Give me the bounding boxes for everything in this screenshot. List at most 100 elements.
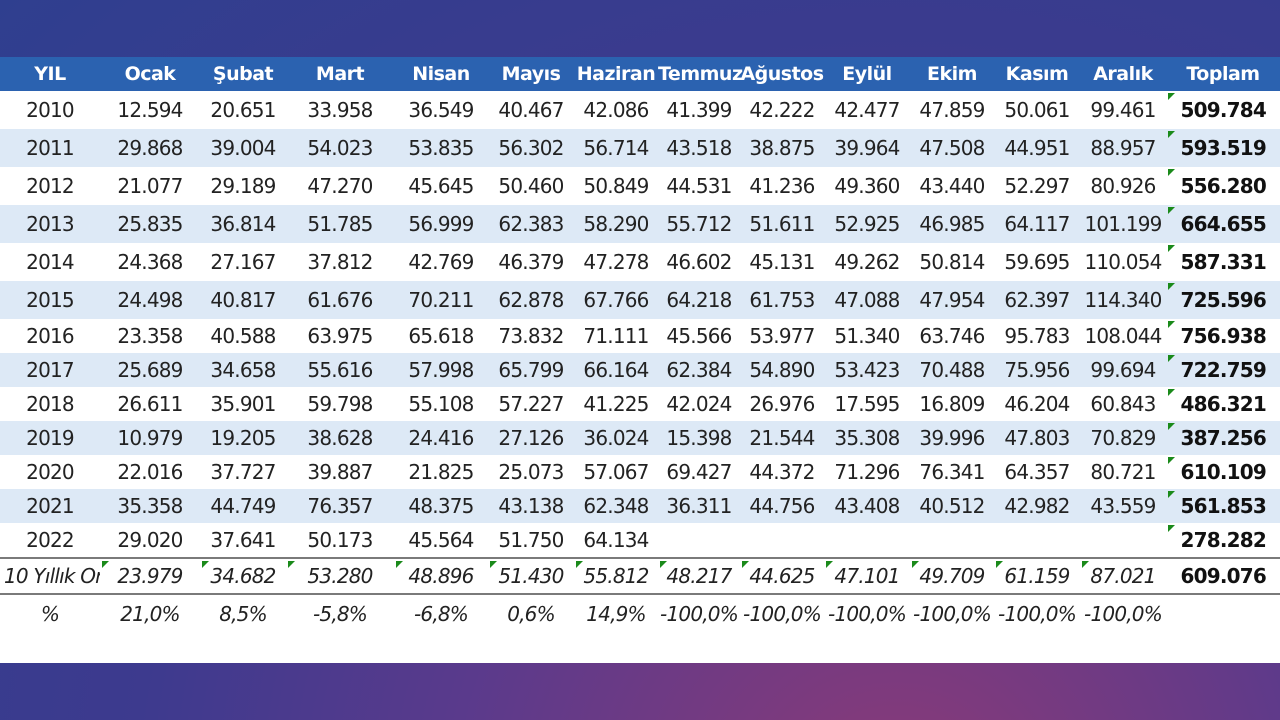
table-cell: 41.225: [574, 387, 658, 421]
table-cell: 110.054: [1080, 243, 1166, 281]
table-cell: 49.262: [824, 243, 910, 281]
table-cell: 49.709: [910, 557, 994, 595]
table-cell: 46.985: [910, 205, 994, 243]
table-cell: 55.616: [286, 353, 394, 387]
table-cell: 43.138: [488, 489, 574, 523]
table-cell: 42.477: [824, 91, 910, 129]
table-cell: 26.611: [100, 387, 200, 421]
table-cell: 587.331: [1166, 243, 1280, 281]
table-cell: 47.101: [824, 557, 910, 595]
header-row: YIL Ocak Şubat Mart Nisan Mayıs Haziran Temmuz A…: [0, 57, 1280, 91]
table-cell: 48.375: [394, 489, 488, 523]
column-header: Haziran: [574, 57, 658, 91]
table-cell: 40.512: [910, 489, 994, 523]
table-cell: 64.218: [658, 281, 740, 319]
table-cell: 47.270: [286, 167, 394, 205]
table-cell: -100,0%: [658, 594, 740, 633]
table-cell: 509.784: [1166, 91, 1280, 129]
table-cell: %: [0, 594, 100, 633]
table-cell: 17.595: [824, 387, 910, 421]
table-cell: 55.712: [658, 205, 740, 243]
table-cell: 593.519: [1166, 129, 1280, 167]
table-cell: 76.357: [286, 489, 394, 523]
table-cell: 35.358: [100, 489, 200, 523]
table-cell: 62.384: [658, 353, 740, 387]
table-cell: 51.750: [488, 523, 574, 558]
table-cell: [658, 523, 740, 558]
table-cell: 41.399: [658, 91, 740, 129]
monthly-table: YIL Ocak Şubat Mart Nisan Mayıs Haziran Temmuz A…: [0, 57, 1280, 633]
table-cell: 2014: [0, 243, 100, 281]
table-cell: 59.798: [286, 387, 394, 421]
table-cell: -6,8%: [394, 594, 488, 633]
table-cell: 21.825: [394, 455, 488, 489]
table-cell: 70.829: [1080, 421, 1166, 455]
table-cell: 2019: [0, 421, 100, 455]
table-cell: 2013: [0, 205, 100, 243]
table-cell: 52.297: [994, 167, 1080, 205]
table-cell: -100,0%: [994, 594, 1080, 633]
table-row: 2017 25.689 34.658 55.616 57.998 65.799 66.164…: [0, 353, 1280, 387]
table-cell: 664.655: [1166, 205, 1280, 243]
table-cell: 22.016: [100, 455, 200, 489]
table-cell: 57.998: [394, 353, 488, 387]
table-cell: 39.887: [286, 455, 394, 489]
table-cell: 35.308: [824, 421, 910, 455]
table-cell: 44.756: [740, 489, 824, 523]
table-cell: 62.383: [488, 205, 574, 243]
table-cell: 60.843: [1080, 387, 1166, 421]
table-cell: 23.358: [100, 319, 200, 353]
table-cell: 41.236: [740, 167, 824, 205]
table-cell: 62.397: [994, 281, 1080, 319]
table-cell: 2010: [0, 91, 100, 129]
table-row: 2021 35.358 44.749 76.357 48.375 43.138 62.348…: [0, 489, 1280, 523]
table-cell: 46.379: [488, 243, 574, 281]
table-cell: 50.849: [574, 167, 658, 205]
table-cell: 64.357: [994, 455, 1080, 489]
table-cell: 70.488: [910, 353, 994, 387]
table-cell: 21.077: [100, 167, 200, 205]
table-cell: 8,5%: [200, 594, 286, 633]
table-cell: 610.109: [1166, 455, 1280, 489]
column-header: Aralık: [1080, 57, 1166, 91]
table-cell: 88.957: [1080, 129, 1166, 167]
table-cell: 44.951: [994, 129, 1080, 167]
table-cell: 59.695: [994, 243, 1080, 281]
table-cell: 278.282: [1166, 523, 1280, 558]
table-cell: 58.290: [574, 205, 658, 243]
table-cell: 27.167: [200, 243, 286, 281]
table-cell: 65.618: [394, 319, 488, 353]
table-cell: 39.996: [910, 421, 994, 455]
table-cell: 67.766: [574, 281, 658, 319]
column-header: Nisan: [394, 57, 488, 91]
table-cell: 2022: [0, 523, 100, 558]
table-cell: 51.430: [488, 557, 574, 595]
table-cell: 65.799: [488, 353, 574, 387]
table-row: 2010 12.594 20.651 33.958 36.549 40.467 42.086…: [0, 91, 1280, 129]
average-row: 10 Yıllık Ort. 23.979 34.682 53.280 48.896 51…: [0, 557, 1280, 595]
column-header: Ekim: [910, 57, 994, 91]
table-cell: 56.999: [394, 205, 488, 243]
column-header: Kasım: [994, 57, 1080, 91]
table-row: 2019 10.979 19.205 38.628 24.416 27.126 36.024…: [0, 421, 1280, 455]
table-cell: 71.296: [824, 455, 910, 489]
table-cell: -100,0%: [824, 594, 910, 633]
table-cell: 45.131: [740, 243, 824, 281]
table-cell: 53.977: [740, 319, 824, 353]
table-cell: 39.964: [824, 129, 910, 167]
table-cell: 71.111: [574, 319, 658, 353]
table-cell: 44.749: [200, 489, 286, 523]
table-cell: 10.979: [100, 421, 200, 455]
table-cell: [1166, 594, 1280, 633]
table-cell: 56.714: [574, 129, 658, 167]
table-cell: 48.896: [394, 557, 488, 595]
table-cell: 25.835: [100, 205, 200, 243]
table-cell: 45.566: [658, 319, 740, 353]
table-cell: 47.088: [824, 281, 910, 319]
table-cell: 47.954: [910, 281, 994, 319]
table-cell: 0,6%: [488, 594, 574, 633]
table-cell: 43.518: [658, 129, 740, 167]
table-row: 2020 22.016 37.727 39.887 21.825 25.073 57.067…: [0, 455, 1280, 489]
table-cell: 2011: [0, 129, 100, 167]
data-sheet: YIL Ocak Şubat Mart Nisan Mayıs Haziran Temmuz A…: [0, 57, 1280, 663]
